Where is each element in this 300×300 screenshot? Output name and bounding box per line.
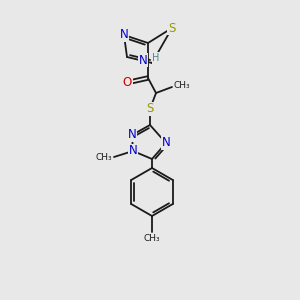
Text: CH₃: CH₃: [95, 152, 112, 161]
Text: N: N: [129, 145, 137, 158]
Text: S: S: [168, 22, 176, 34]
Text: N: N: [128, 128, 136, 142]
Text: S: S: [146, 103, 154, 116]
Text: N: N: [120, 28, 128, 41]
Text: CH₃: CH₃: [144, 234, 160, 243]
Text: N: N: [162, 136, 170, 149]
Text: O: O: [122, 76, 132, 88]
Text: CH₃: CH₃: [174, 82, 190, 91]
Text: N: N: [139, 53, 147, 67]
Text: H: H: [152, 53, 160, 63]
